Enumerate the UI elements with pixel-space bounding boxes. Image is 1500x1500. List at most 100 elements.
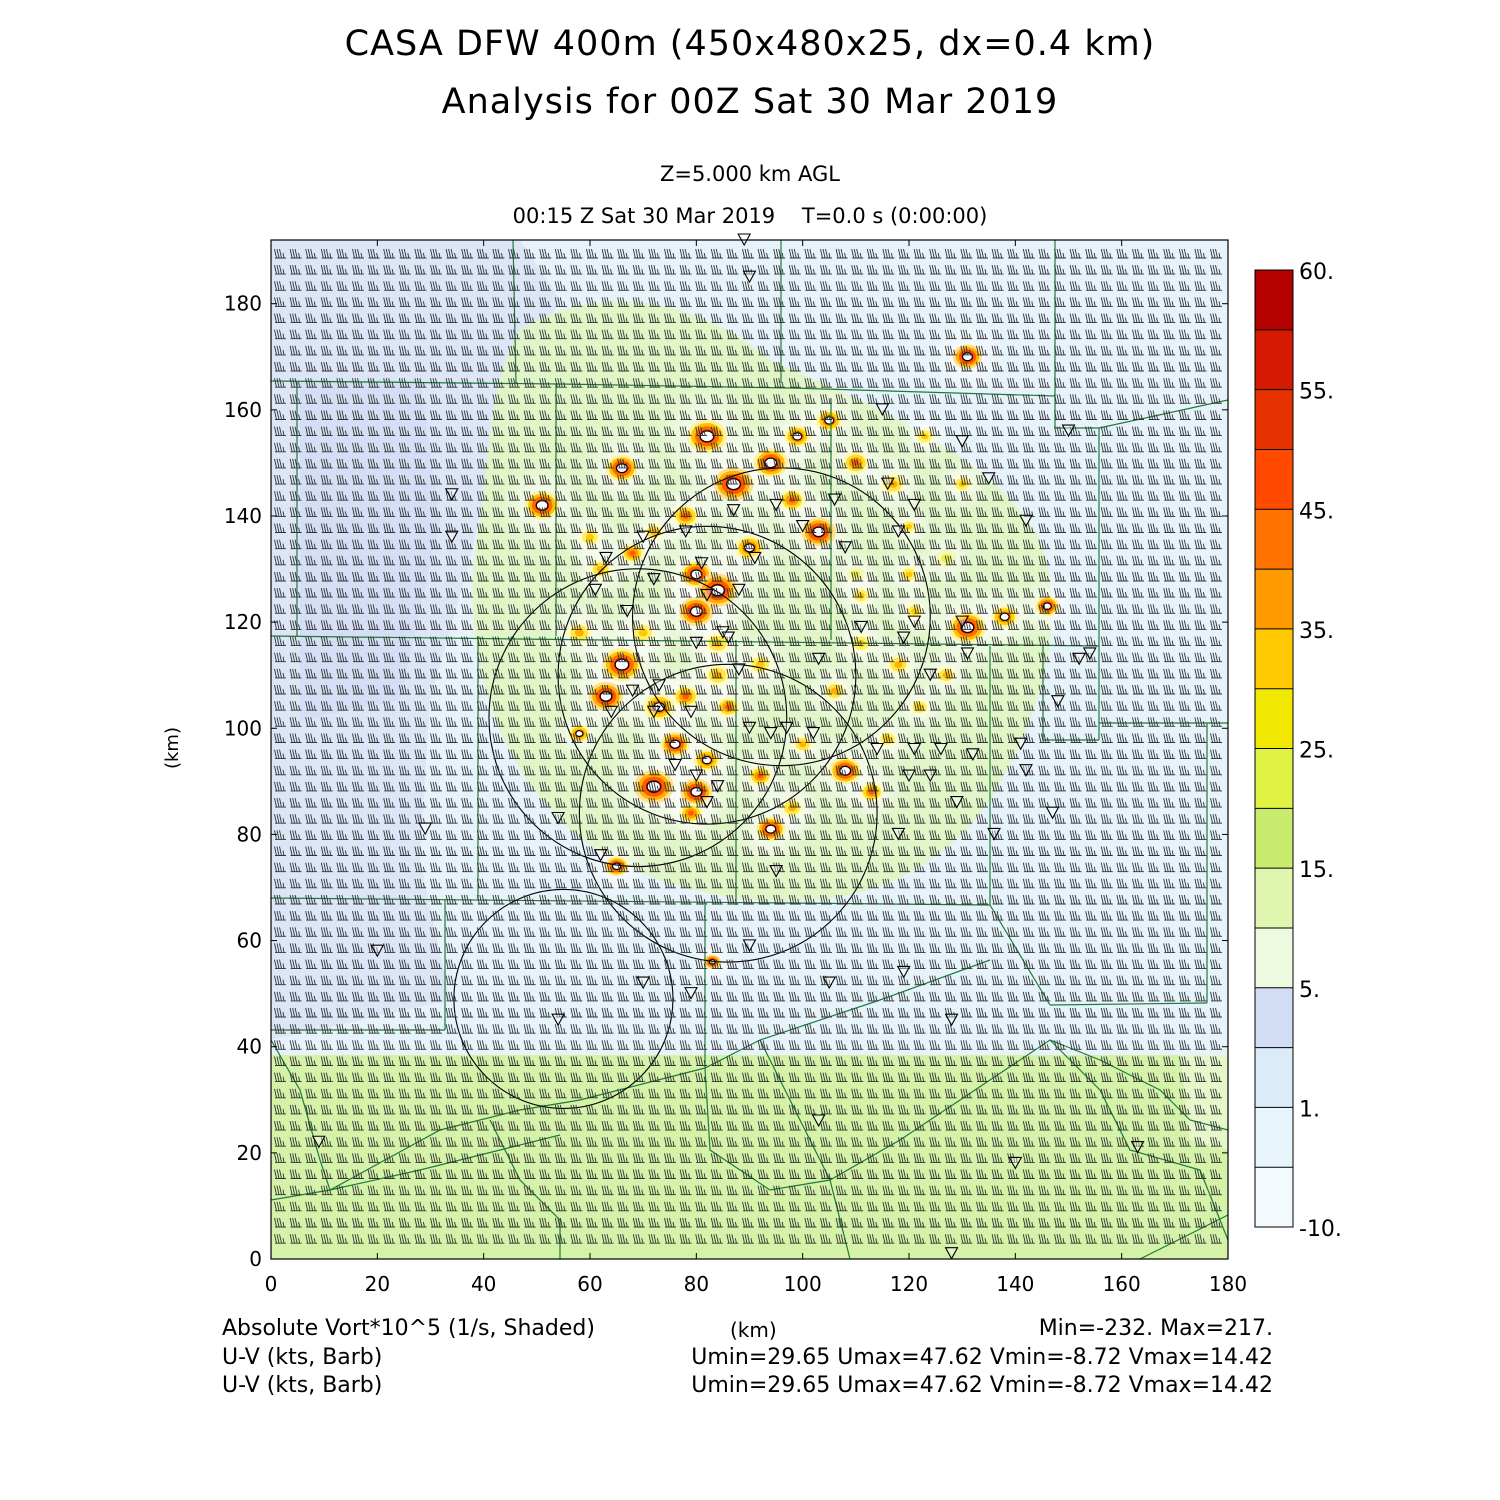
colorbar-swatch <box>1255 1107 1293 1168</box>
radar-site-marker <box>827 493 842 507</box>
vorticity-cell <box>633 769 674 804</box>
radar-site-marker <box>838 541 853 554</box>
vorticity-contour <box>921 433 929 440</box>
vorticity-contour <box>586 533 594 541</box>
radar-site-marker <box>1045 806 1060 820</box>
radar-site-marker <box>721 631 736 645</box>
min-max-readout: Min=-232. Max=217. <box>1038 1316 1273 1341</box>
x-tick-label: 40 <box>471 1272 496 1296</box>
radar-site-marker <box>1008 1156 1023 1170</box>
radar-site-marker <box>806 727 821 740</box>
x-tick-label: 60 <box>577 1272 602 1296</box>
barb-stats-2: Umin=29.65 Umax=47.62 Vmin=-8.72 Vmax=14… <box>691 1373 1273 1398</box>
radar-site-marker <box>907 615 922 629</box>
vorticity-contour <box>638 629 648 637</box>
radar-site-marker <box>891 525 906 539</box>
y-tick-label: 100 <box>224 716 262 740</box>
y-tick-label: 60 <box>237 929 262 953</box>
radar-site-marker <box>418 822 433 836</box>
radar-site-marker <box>694 557 709 570</box>
radar-site-marker <box>965 748 980 761</box>
radar-site-marker <box>700 796 714 809</box>
colorbar-label: 35. <box>1299 619 1334 644</box>
range-ring <box>488 568 788 868</box>
vorticity-max-contour <box>699 430 715 443</box>
radar-site-marker <box>604 705 619 719</box>
vorticity-max-contour <box>575 730 584 738</box>
vorticity-contour <box>596 565 605 573</box>
radar-site-marker <box>593 849 608 862</box>
vorticity-contour <box>942 672 950 679</box>
vorticity-contour <box>574 629 584 637</box>
radar-site-marker <box>731 583 746 597</box>
vorticity-contour <box>799 741 807 748</box>
colorbar-swatch <box>1255 748 1293 809</box>
radar-site-marker <box>678 525 693 539</box>
radar-site-marker <box>779 721 794 735</box>
vorticity-cell <box>859 781 884 803</box>
radar-site-marker <box>370 944 385 958</box>
radar-site-marker <box>769 865 784 878</box>
radar-site-marker <box>1013 737 1028 751</box>
y-tick-label: 140 <box>224 504 262 528</box>
y-tick-label: 180 <box>224 292 262 316</box>
barb-label-1: U-V (kts, Barb) <box>222 1345 383 1370</box>
radar-site-marker <box>742 270 757 284</box>
radar-site-marker <box>742 939 757 953</box>
vorticity-cell <box>909 698 931 716</box>
radar-site-marker <box>981 472 996 485</box>
radar-site-marker <box>731 663 746 677</box>
x-tick-label: 180 <box>1209 1272 1247 1296</box>
radar-site-marker <box>907 742 922 756</box>
radar-site-marker <box>902 769 916 783</box>
radar-site-marker <box>636 530 651 544</box>
y-tick-label: 80 <box>237 822 262 846</box>
vorticity-contour <box>682 693 690 700</box>
x-tick-label: 140 <box>996 1272 1034 1296</box>
colorbar-swatch <box>1255 569 1293 630</box>
colorbar-swatch <box>1255 449 1293 510</box>
radar-site-marker <box>700 589 714 602</box>
colorbar-label: 15. <box>1299 858 1334 883</box>
radar-site-marker <box>891 827 906 841</box>
radar-site-marker <box>726 504 741 517</box>
radar-site-marker <box>944 1013 959 1027</box>
radar-site-marker <box>747 551 762 565</box>
radar-site-marker <box>551 1013 566 1027</box>
y-axis: 0 20 40 60 80 100 120 140 160 180 <box>224 292 1228 1271</box>
range-ring <box>453 888 674 1110</box>
wind-barb-field <box>274 248 1222 1244</box>
subtitle-level: Z=5.000 km AGL <box>659 162 841 186</box>
vorticity-cell <box>693 748 721 772</box>
vorticity-cell <box>784 425 811 448</box>
barb-label-2: U-V (kts, Barb) <box>222 1373 383 1398</box>
wind-barbs <box>274 248 1222 1244</box>
radar-site-marker <box>742 721 757 735</box>
plot-frame <box>270 239 1229 1260</box>
title-line-2: Analysis for 00Z Sat 30 Mar 2019 <box>441 82 1059 122</box>
colorbar-swatch <box>1255 329 1293 391</box>
vorticity-contour <box>894 661 903 668</box>
radar-site-marker <box>1050 695 1065 708</box>
colorbar-swatch <box>1255 270 1293 331</box>
vorticity-cell <box>935 666 957 685</box>
subtitle-time: 00:15 Z Sat 30 Mar 2019 T=0.0 s (0:00:00… <box>512 204 988 228</box>
radar-site-marker <box>955 615 970 629</box>
vorticity-max-contour <box>690 787 703 797</box>
colorbar-swatch <box>1255 688 1293 749</box>
colorbar: 60. 55. 45. 35. 25. 15. 5. 1. -10. <box>1254 260 1342 1242</box>
radar-site-marker <box>599 551 613 565</box>
radar-site-marker <box>689 636 704 650</box>
colorbar-swatch <box>1255 808 1293 869</box>
y-tick-label: 20 <box>237 1141 262 1165</box>
x-tick-label: 0 <box>265 1272 278 1296</box>
radar-site-marker <box>875 403 890 416</box>
radar-site-marker <box>949 796 964 809</box>
vorticity-cell <box>687 419 727 454</box>
vorticity-contour <box>884 735 892 742</box>
radar-site-marker <box>652 679 667 692</box>
radar-site-marker <box>588 583 603 597</box>
radar-site-marker <box>987 827 1001 841</box>
radar-site-marker <box>811 652 826 666</box>
